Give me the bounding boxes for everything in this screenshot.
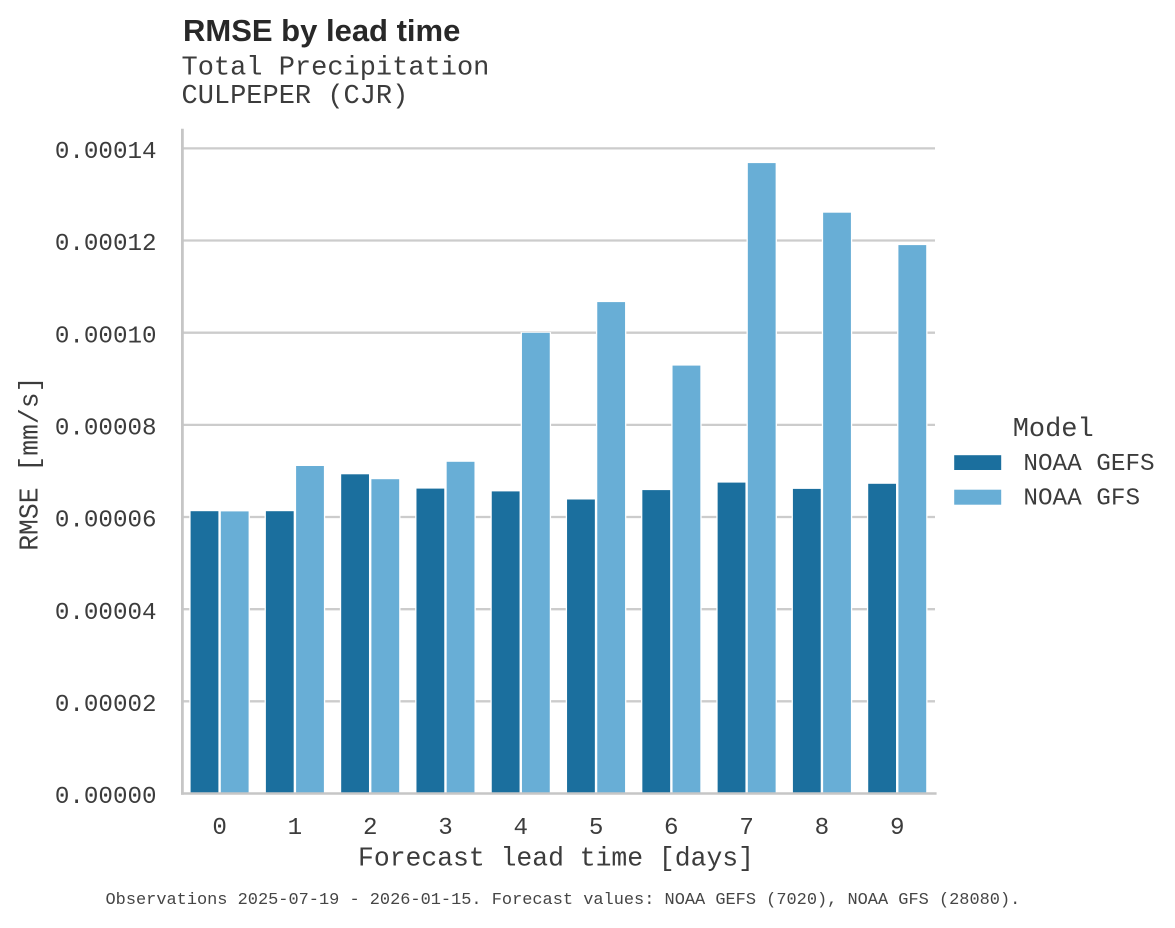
svg-text:2: 2 — [363, 815, 378, 842]
svg-text:0.00002: 0.00002 — [55, 692, 157, 719]
svg-text:7: 7 — [739, 815, 754, 842]
svg-text:RMSE [mm/s]: RMSE [mm/s] — [16, 377, 46, 551]
svg-text:0: 0 — [212, 815, 227, 842]
svg-text:CULPEPER (CJR): CULPEPER (CJR) — [182, 82, 409, 112]
svg-text:1: 1 — [288, 815, 303, 842]
svg-text:RMSE by lead time: RMSE by lead time — [183, 13, 460, 48]
svg-text:Model: Model — [1013, 415, 1094, 445]
svg-text:3: 3 — [438, 815, 453, 842]
svg-text:0.00004: 0.00004 — [55, 600, 157, 627]
svg-text:Forecast lead time [days]: Forecast lead time [days] — [358, 844, 754, 874]
svg-text:0.00006: 0.00006 — [55, 508, 157, 535]
svg-text:NOAA GEFS: NOAA GEFS — [1023, 451, 1154, 478]
svg-text:5: 5 — [589, 815, 604, 842]
svg-text:NOAA GFS: NOAA GFS — [1023, 486, 1140, 513]
svg-text:0.00012: 0.00012 — [55, 231, 157, 258]
svg-text:Total Precipitation: Total Precipitation — [182, 54, 490, 84]
svg-text:6: 6 — [664, 815, 679, 842]
svg-text:0.00000: 0.00000 — [55, 784, 157, 811]
svg-text:8: 8 — [815, 815, 830, 842]
svg-text:0.00008: 0.00008 — [55, 416, 157, 443]
svg-text:4: 4 — [514, 815, 529, 842]
svg-text:0.00010: 0.00010 — [55, 323, 157, 350]
svg-text:Observations 2025-07-19 - 2026: Observations 2025-07-19 - 2026-01-15. Fo… — [106, 891, 1021, 910]
svg-text:9: 9 — [890, 815, 905, 842]
svg-text:0.00014: 0.00014 — [55, 139, 157, 166]
